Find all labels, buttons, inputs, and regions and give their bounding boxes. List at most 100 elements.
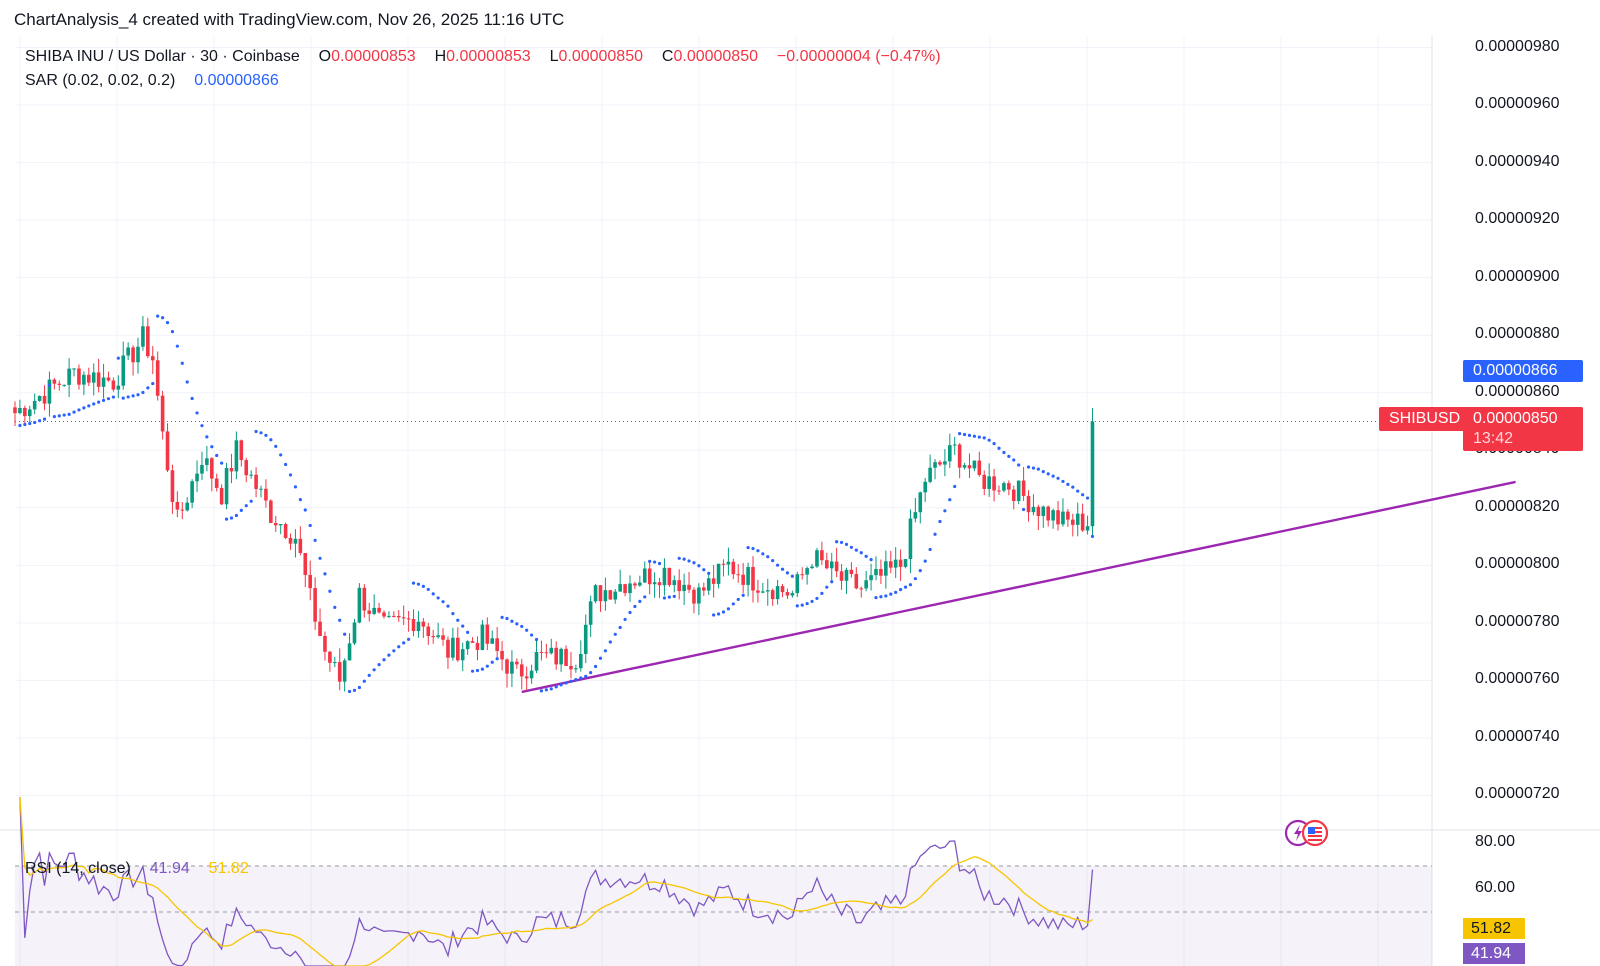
sar-dot (97, 400, 101, 404)
candle-body (293, 538, 298, 544)
candle-body (77, 368, 81, 385)
rsi-legend[interactable]: RSI (14, close) 41.94 51.82 (25, 860, 249, 878)
sar-dot (480, 667, 484, 671)
candle-body (337, 662, 342, 682)
candle-body (593, 585, 598, 602)
sar-dot (170, 330, 175, 334)
candle-body (642, 568, 647, 583)
candle-body (775, 586, 780, 600)
candle-body (1036, 506, 1041, 516)
candle-body (657, 582, 662, 586)
candle-body (884, 561, 888, 576)
candle-body (569, 665, 573, 670)
low-value: 0.00000850 (558, 48, 643, 65)
candle-body (382, 612, 386, 617)
symbol-label[interactable]: SHIBA INU / US Dollar · 30 · Coinbase (25, 48, 300, 65)
sar-dot (1007, 454, 1011, 459)
open-value: 0.00000853 (331, 48, 416, 65)
candle-body (574, 668, 578, 670)
candle-body (126, 347, 130, 356)
candle-body (1051, 510, 1055, 521)
candle-body (210, 458, 214, 479)
candle-body (864, 580, 868, 589)
candle-body (195, 473, 199, 482)
sar-dot (1026, 465, 1031, 469)
sar-dot (175, 344, 179, 348)
candle-body (229, 467, 234, 472)
candle-body (244, 460, 249, 476)
sar-dot (756, 549, 760, 553)
sar-dot (721, 610, 726, 614)
sar-dot (436, 596, 440, 600)
sar-dot (180, 361, 184, 365)
sar-dot (52, 414, 56, 419)
sar-dot (667, 595, 671, 599)
sar-dot (416, 582, 421, 586)
sar-dot (962, 432, 967, 437)
sar-dot (682, 557, 686, 561)
candle-body (111, 380, 116, 390)
price-tick-label: 0.00000800 (1475, 555, 1560, 573)
rsi-lines-group (19, 796, 1094, 966)
sar-dot (411, 581, 416, 585)
candle-body (893, 559, 898, 568)
sar-dot (653, 560, 657, 564)
sar-dot (820, 591, 824, 595)
last-price-value: 0.00000850 (1473, 410, 1558, 427)
sar-dot (584, 674, 588, 678)
sar-dot (421, 584, 425, 588)
sar-dot (254, 429, 258, 434)
candle-body (820, 550, 824, 561)
candle-body (761, 591, 765, 593)
tradingview-logo-icon[interactable] (1284, 818, 1334, 853)
sar-dot (426, 587, 430, 592)
sar-dot (761, 552, 765, 556)
candle-body (844, 569, 849, 581)
candle-body (618, 584, 622, 592)
candle-body (87, 374, 91, 383)
candle-body (426, 626, 431, 636)
sar-dot (899, 588, 903, 592)
sar-dot (835, 540, 839, 544)
rsi-label[interactable]: RSI (14, close) (25, 860, 131, 877)
candle-body (1066, 511, 1070, 520)
candle-body (549, 647, 554, 654)
candle-body (928, 467, 932, 482)
sar-dot (825, 585, 829, 589)
sar-dot (933, 532, 937, 536)
candle-body (372, 607, 376, 614)
sar-dot (446, 604, 450, 608)
sar-dot (716, 612, 721, 616)
sar-dot (1076, 489, 1080, 493)
sar-legend[interactable]: SAR (0.02, 0.02, 0.2) 0.00000866 (25, 72, 279, 90)
sar-dot (382, 658, 386, 662)
candle-body (288, 537, 293, 544)
sar-dot (648, 559, 652, 563)
candle-body (465, 641, 470, 650)
sar-dot (1022, 507, 1026, 512)
candle-body (136, 346, 140, 363)
main-legend[interactable]: SHIBA INU / US Dollar · 30 · Coinbase O0… (25, 48, 941, 66)
sar-dot (515, 622, 519, 626)
high-value: 0.00000853 (446, 48, 531, 65)
sar-dot (874, 595, 878, 600)
sar-label[interactable]: SAR (0.02, 0.02, 0.2) (25, 72, 176, 89)
candle-body (27, 409, 32, 417)
candle-body (121, 355, 126, 386)
candle-body (500, 651, 504, 660)
sar-dot (1002, 450, 1006, 455)
sar-dot (298, 498, 302, 502)
sar-dot (520, 624, 524, 629)
sar-dot (461, 624, 465, 628)
sar-dot (598, 656, 603, 660)
candle-body (362, 587, 367, 611)
sar-dot (1085, 496, 1090, 500)
candle-body (18, 407, 22, 414)
sar-dot (293, 485, 298, 489)
price-tick-label: 0.00000940 (1475, 152, 1560, 170)
sar-dot (338, 618, 342, 622)
candle-body (1031, 506, 1036, 513)
sar-dot (741, 593, 745, 597)
candle-body (908, 518, 913, 560)
